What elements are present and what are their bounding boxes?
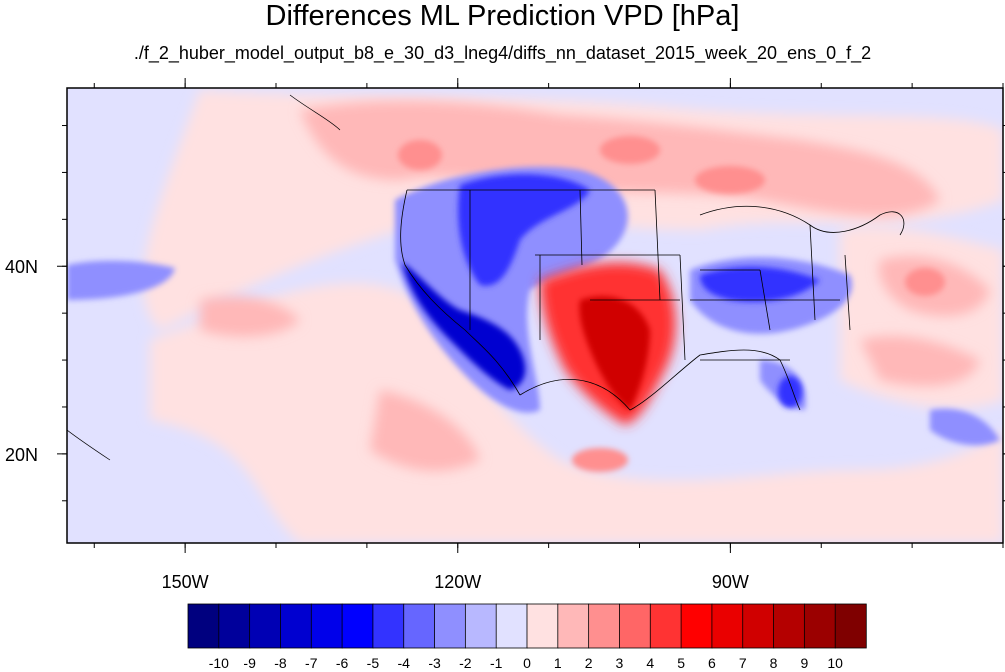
colorbar-swatch [372, 603, 405, 649]
coastlines [67, 94, 341, 461]
colorbar-label: 8 [770, 655, 778, 671]
colorbar-swatch [310, 603, 343, 649]
map-frame [66, 87, 1004, 544]
texas-deep-red-region [579, 296, 650, 410]
colorbar-swatch [495, 603, 528, 649]
colorbar-swatch [588, 603, 621, 649]
colorbar-swatch [557, 603, 590, 649]
colorbar-label: 2 [585, 655, 593, 671]
colorbar-label: -9 [243, 655, 256, 671]
colorbar-label: -3 [428, 655, 441, 671]
colorbar-label: -6 [336, 655, 349, 671]
colorbar-swatch [218, 603, 251, 649]
colorbar-swatch [773, 603, 806, 649]
colorbar-swatch [649, 603, 682, 649]
colorbar-swatch [280, 603, 312, 649]
colorbar-label: 4 [646, 655, 654, 671]
colorbar-swatch [403, 603, 436, 649]
chart-subtitle: ./f_2_huber_model_output_b8_e_30_d3_lneg… [133, 43, 872, 63]
colorbar-swatch [680, 603, 713, 649]
colorbar-label: -5 [367, 655, 380, 671]
colorbar-swatch [464, 603, 497, 649]
colorbar-swatch [834, 603, 867, 649]
colorbar-label: 0 [523, 655, 531, 671]
colorbar-swatch [526, 603, 559, 649]
colorbar-label: 5 [677, 655, 685, 671]
state-borders [400, 189, 905, 411]
lat-tick-label: 40N [5, 257, 38, 277]
colorbar-swatch [742, 603, 775, 649]
chart-title: Differences ML Prediction VPD [hPa] [265, 0, 740, 32]
lat-tick-label: 20N [5, 445, 38, 465]
colorbar-label: -2 [459, 655, 472, 671]
colorbar-label: -7 [305, 655, 318, 671]
colorbar-label: -1 [490, 655, 503, 671]
colorbar-swatch [619, 603, 651, 649]
colorbar-label: 3 [616, 655, 624, 671]
colorbar-label: -10 [209, 655, 229, 671]
lon-tick-label: 120W [434, 572, 481, 592]
colorbar-label: -4 [398, 655, 411, 671]
colorbar-swatch [711, 603, 744, 649]
lon-tick-label: 150W [162, 572, 209, 592]
colorbar-swatch [187, 603, 220, 649]
colorbar-label: 7 [739, 655, 747, 671]
lon-tick-label: 90W [712, 572, 749, 592]
colorbar-label: 6 [708, 655, 716, 671]
canada-red-core-regions [398, 136, 945, 472]
colorbar: -10 -9 -8 -7 -6 -5 -4 -3 -2 -1 0 1 2 3 4 5 6 7 8 9 10 [187, 603, 867, 671]
colorbar-label: 10 [827, 655, 843, 671]
colorbar-label: 1 [554, 655, 562, 671]
colorbar-label: 9 [800, 655, 808, 671]
colorbar-swatch [249, 603, 282, 649]
colorbar-swatch [434, 603, 467, 649]
colorbar-swatch [341, 603, 374, 649]
axis-tick-labels: 150W 120W 90W 40N 20N [5, 257, 749, 592]
colorbar-label: -8 [274, 655, 287, 671]
map-field [67, 88, 1003, 543]
west-blue-core-regions [458, 174, 820, 408]
colorbar-swatch [803, 603, 836, 649]
california-deep-blue-region [402, 262, 526, 390]
